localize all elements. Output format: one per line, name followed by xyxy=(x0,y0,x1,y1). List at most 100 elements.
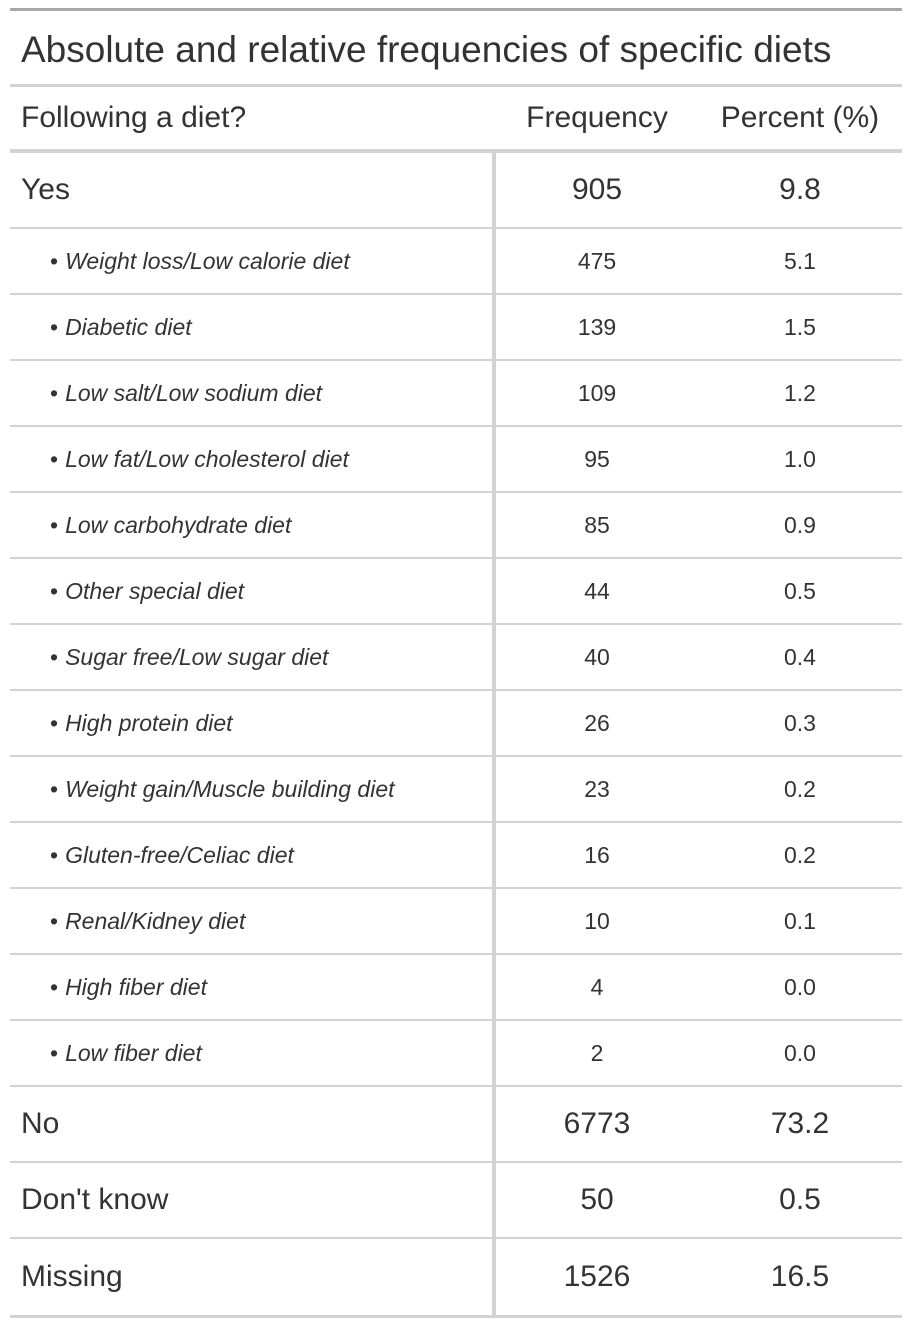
bullet-icon: • xyxy=(50,643,59,670)
bullet-icon: • xyxy=(50,907,59,934)
percent-cell: 0.0 xyxy=(784,973,816,1000)
table-subrow: • Low carbohydrate diet 85 0.9 xyxy=(10,493,902,559)
frequency-cell: 10 xyxy=(584,907,610,934)
frequency-cell: 50 xyxy=(580,1183,614,1216)
table-subrow: • High protein diet 26 0.3 xyxy=(10,691,902,757)
bullet-icon: • xyxy=(50,775,59,802)
table-subrow: • Low fat/Low cholesterol diet 95 1.0 xyxy=(10,427,902,493)
row-label: Yes xyxy=(10,153,492,227)
row-label-text: Diabetic diet xyxy=(65,313,192,340)
table-row: No 6773 73.2 xyxy=(10,1087,902,1163)
column-header-row: Following a diet? Frequency Percent (%) xyxy=(10,87,902,149)
bullet-icon: • xyxy=(50,841,59,868)
bullet-icon: • xyxy=(50,313,59,340)
table-subrow: • Low salt/Low sodium diet 109 1.2 xyxy=(10,361,902,427)
frequency-cell: 23 xyxy=(584,775,610,802)
table-subrow: • Gluten-free/Celiac diet 16 0.2 xyxy=(10,823,902,889)
percent-cell: 1.0 xyxy=(784,445,816,472)
row-label-text: Low salt/Low sodium diet xyxy=(65,379,323,406)
table-subrow: • Low fiber diet 2 0.0 xyxy=(10,1021,902,1087)
percent-cell: 73.2 xyxy=(770,1107,830,1140)
percent-cell: 0.5 xyxy=(779,1183,821,1216)
bullet-icon: • xyxy=(50,1039,59,1066)
row-label-text: High fiber diet xyxy=(65,973,207,1000)
row-label-text: Renal/Kidney diet xyxy=(65,907,246,934)
row-label-text: Sugar free/Low sugar diet xyxy=(65,643,329,670)
row-label-text: Gluten-free/Celiac diet xyxy=(65,841,294,868)
row-label-text: Low carbohydrate diet xyxy=(65,511,292,538)
header-frequency: Frequency xyxy=(526,101,668,134)
column-divider xyxy=(492,691,496,755)
row-label-text: Other special diet xyxy=(65,577,245,604)
row-label-text: Yes xyxy=(21,173,70,206)
column-divider xyxy=(492,361,496,425)
table-subrow: • Renal/Kidney diet 10 0.1 xyxy=(10,889,902,955)
frequency-cell: 26 xyxy=(584,709,610,736)
frequency-cell: 139 xyxy=(577,313,617,340)
header-following-diet: Following a diet? xyxy=(21,101,247,134)
table-subrow: • Weight loss/Low calorie diet 475 5.1 xyxy=(10,229,902,295)
frequency-cell: 1526 xyxy=(563,1260,631,1293)
column-divider xyxy=(492,153,496,227)
title-rule xyxy=(10,84,902,87)
table-subrow: • High fiber diet 4 0.0 xyxy=(10,955,902,1021)
percent-cell: 0.1 xyxy=(784,907,816,934)
header-rule xyxy=(10,149,902,153)
frequency-cell: 905 xyxy=(571,173,623,206)
table-row: Don't know 50 0.5 xyxy=(10,1163,902,1239)
top-rule xyxy=(10,8,902,11)
column-divider xyxy=(492,823,496,887)
percent-cell: 1.5 xyxy=(784,313,816,340)
row-label-text: Weight gain/Muscle building diet xyxy=(65,775,395,802)
bottom-rule xyxy=(10,1315,902,1318)
percent-cell: 0.2 xyxy=(784,775,816,802)
table-row: Missing 1526 16.5 xyxy=(10,1239,902,1315)
row-label: • Sugar free/Low sugar diet xyxy=(10,625,492,689)
column-divider xyxy=(492,955,496,1019)
row-label: • Diabetic diet xyxy=(10,295,492,359)
frequency-cell: 2 xyxy=(590,1039,604,1066)
table-subrow: • Weight gain/Muscle building diet 23 0.2 xyxy=(10,757,902,823)
bullet-icon: • xyxy=(50,511,59,538)
column-divider xyxy=(492,1021,496,1085)
frequency-cell: 85 xyxy=(584,511,610,538)
frequency-cell: 44 xyxy=(584,577,610,604)
header-percent: Percent (%) xyxy=(720,101,880,134)
row-label-text: Missing xyxy=(21,1260,123,1293)
bullet-icon: • xyxy=(50,379,59,406)
row-label-text: Low fat/Low cholesterol diet xyxy=(65,445,349,472)
row-label: Don't know xyxy=(10,1163,492,1237)
column-divider xyxy=(492,493,496,557)
column-divider xyxy=(492,295,496,359)
column-divider xyxy=(492,1163,496,1237)
percent-cell: 0.3 xyxy=(784,709,816,736)
row-label: • Low carbohydrate diet xyxy=(10,493,492,557)
percent-cell: 0.4 xyxy=(784,643,816,670)
bullet-icon: • xyxy=(50,247,59,274)
column-divider xyxy=(492,625,496,689)
frequency-cell: 4 xyxy=(590,973,604,1000)
row-label-text: Weight loss/Low calorie diet xyxy=(65,247,350,274)
row-label: • Weight gain/Muscle building diet xyxy=(10,757,492,821)
table-row: Yes 905 9.8 xyxy=(10,153,902,229)
bullet-icon: • xyxy=(50,577,59,604)
percent-cell: 1.2 xyxy=(784,379,816,406)
column-divider xyxy=(492,889,496,953)
column-divider xyxy=(492,1087,496,1161)
table-subrow: • Diabetic diet 139 1.5 xyxy=(10,295,902,361)
percent-cell: 0.5 xyxy=(784,577,816,604)
frequency-cell: 475 xyxy=(577,247,617,274)
column-divider xyxy=(492,559,496,623)
percent-cell: 0.9 xyxy=(784,511,816,538)
row-label-text: Low fiber diet xyxy=(65,1039,202,1066)
percent-cell: 5.1 xyxy=(784,247,816,274)
row-label: • Other special diet xyxy=(10,559,492,623)
diet-frequency-table: Absolute and relative frequencies of spe… xyxy=(10,8,902,1318)
table-subrow: • Sugar free/Low sugar diet 40 0.4 xyxy=(10,625,902,691)
percent-cell: 16.5 xyxy=(770,1260,830,1293)
frequency-cell: 109 xyxy=(577,379,617,406)
frequency-cell: 6773 xyxy=(563,1107,631,1140)
column-divider xyxy=(492,757,496,821)
frequency-cell: 16 xyxy=(584,841,610,868)
row-label: • Low fat/Low cholesterol diet xyxy=(10,427,492,491)
